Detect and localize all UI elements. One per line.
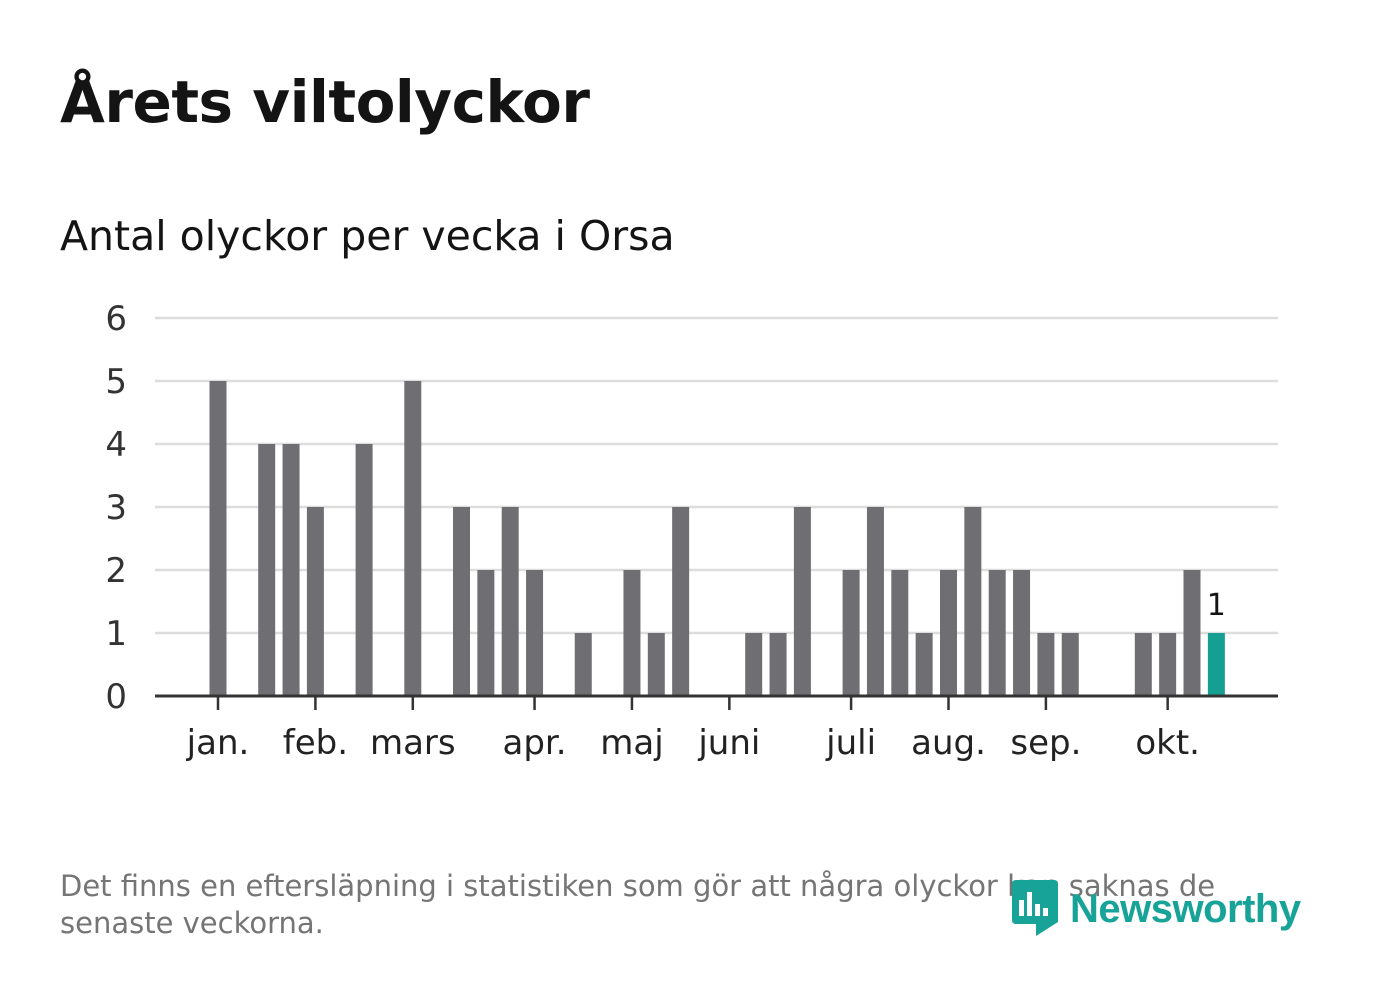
bar — [964, 507, 982, 696]
x-tick-label: jan. — [186, 723, 250, 763]
y-tick-label: 1 — [105, 614, 127, 654]
bar — [1061, 633, 1079, 696]
bar — [453, 507, 470, 696]
bar — [1159, 633, 1177, 696]
bar — [1037, 633, 1055, 696]
bar-highlight — [1207, 633, 1225, 696]
x-tick-label: feb. — [283, 723, 348, 763]
bar — [842, 570, 860, 696]
bar — [940, 570, 957, 696]
x-tick-label: maj — [600, 723, 663, 763]
bar — [891, 570, 909, 696]
brand-name: Newsworthy — [1070, 886, 1301, 931]
x-tick-label: mars — [370, 723, 456, 763]
bar-chart: 0 1 2 3 4 5 6 1 jan. feb. mars apr. maj juni juli aug. s… — [105, 299, 1278, 763]
bar — [282, 444, 300, 696]
bar — [209, 381, 227, 696]
bar — [793, 507, 811, 696]
bar — [501, 507, 519, 696]
x-tick-label: okt. — [1135, 723, 1200, 763]
bar — [258, 444, 276, 696]
bar — [866, 507, 884, 696]
x-tick-label: juni — [697, 723, 760, 763]
y-tick-label: 4 — [105, 425, 127, 465]
y-tick-label: 6 — [105, 299, 127, 339]
bar — [988, 570, 1006, 696]
bar — [306, 507, 324, 696]
y-tick-label: 2 — [105, 551, 127, 591]
bar — [647, 633, 665, 696]
bar — [1134, 633, 1152, 696]
bar — [477, 570, 495, 696]
y-tick-label: 3 — [105, 488, 127, 528]
bar — [623, 570, 641, 696]
bar — [574, 633, 592, 696]
bar — [745, 633, 763, 696]
bar — [1013, 570, 1031, 696]
data-label: 1 — [1207, 588, 1226, 623]
x-tick-label: juli — [825, 723, 876, 763]
x-tick-label: apr. — [503, 723, 567, 763]
bar — [672, 507, 690, 696]
x-tick-label: aug. — [911, 723, 986, 763]
chart-title: Årets viltolyckor — [60, 68, 590, 136]
bar — [915, 633, 933, 696]
newsworthy-logo-icon — [1012, 880, 1058, 936]
bar — [1183, 570, 1201, 696]
bar — [526, 570, 544, 696]
y-tick-label: 5 — [105, 362, 127, 402]
bar — [355, 444, 373, 696]
y-tick-label: 0 — [105, 677, 127, 717]
bar — [404, 381, 422, 696]
x-tick-label: sep. — [1010, 723, 1081, 763]
brand-logo: Newsworthy — [1010, 878, 1301, 940]
chart-subtitle: Antal olyckor per vecka i Orsa — [60, 212, 675, 260]
bar — [769, 633, 787, 696]
